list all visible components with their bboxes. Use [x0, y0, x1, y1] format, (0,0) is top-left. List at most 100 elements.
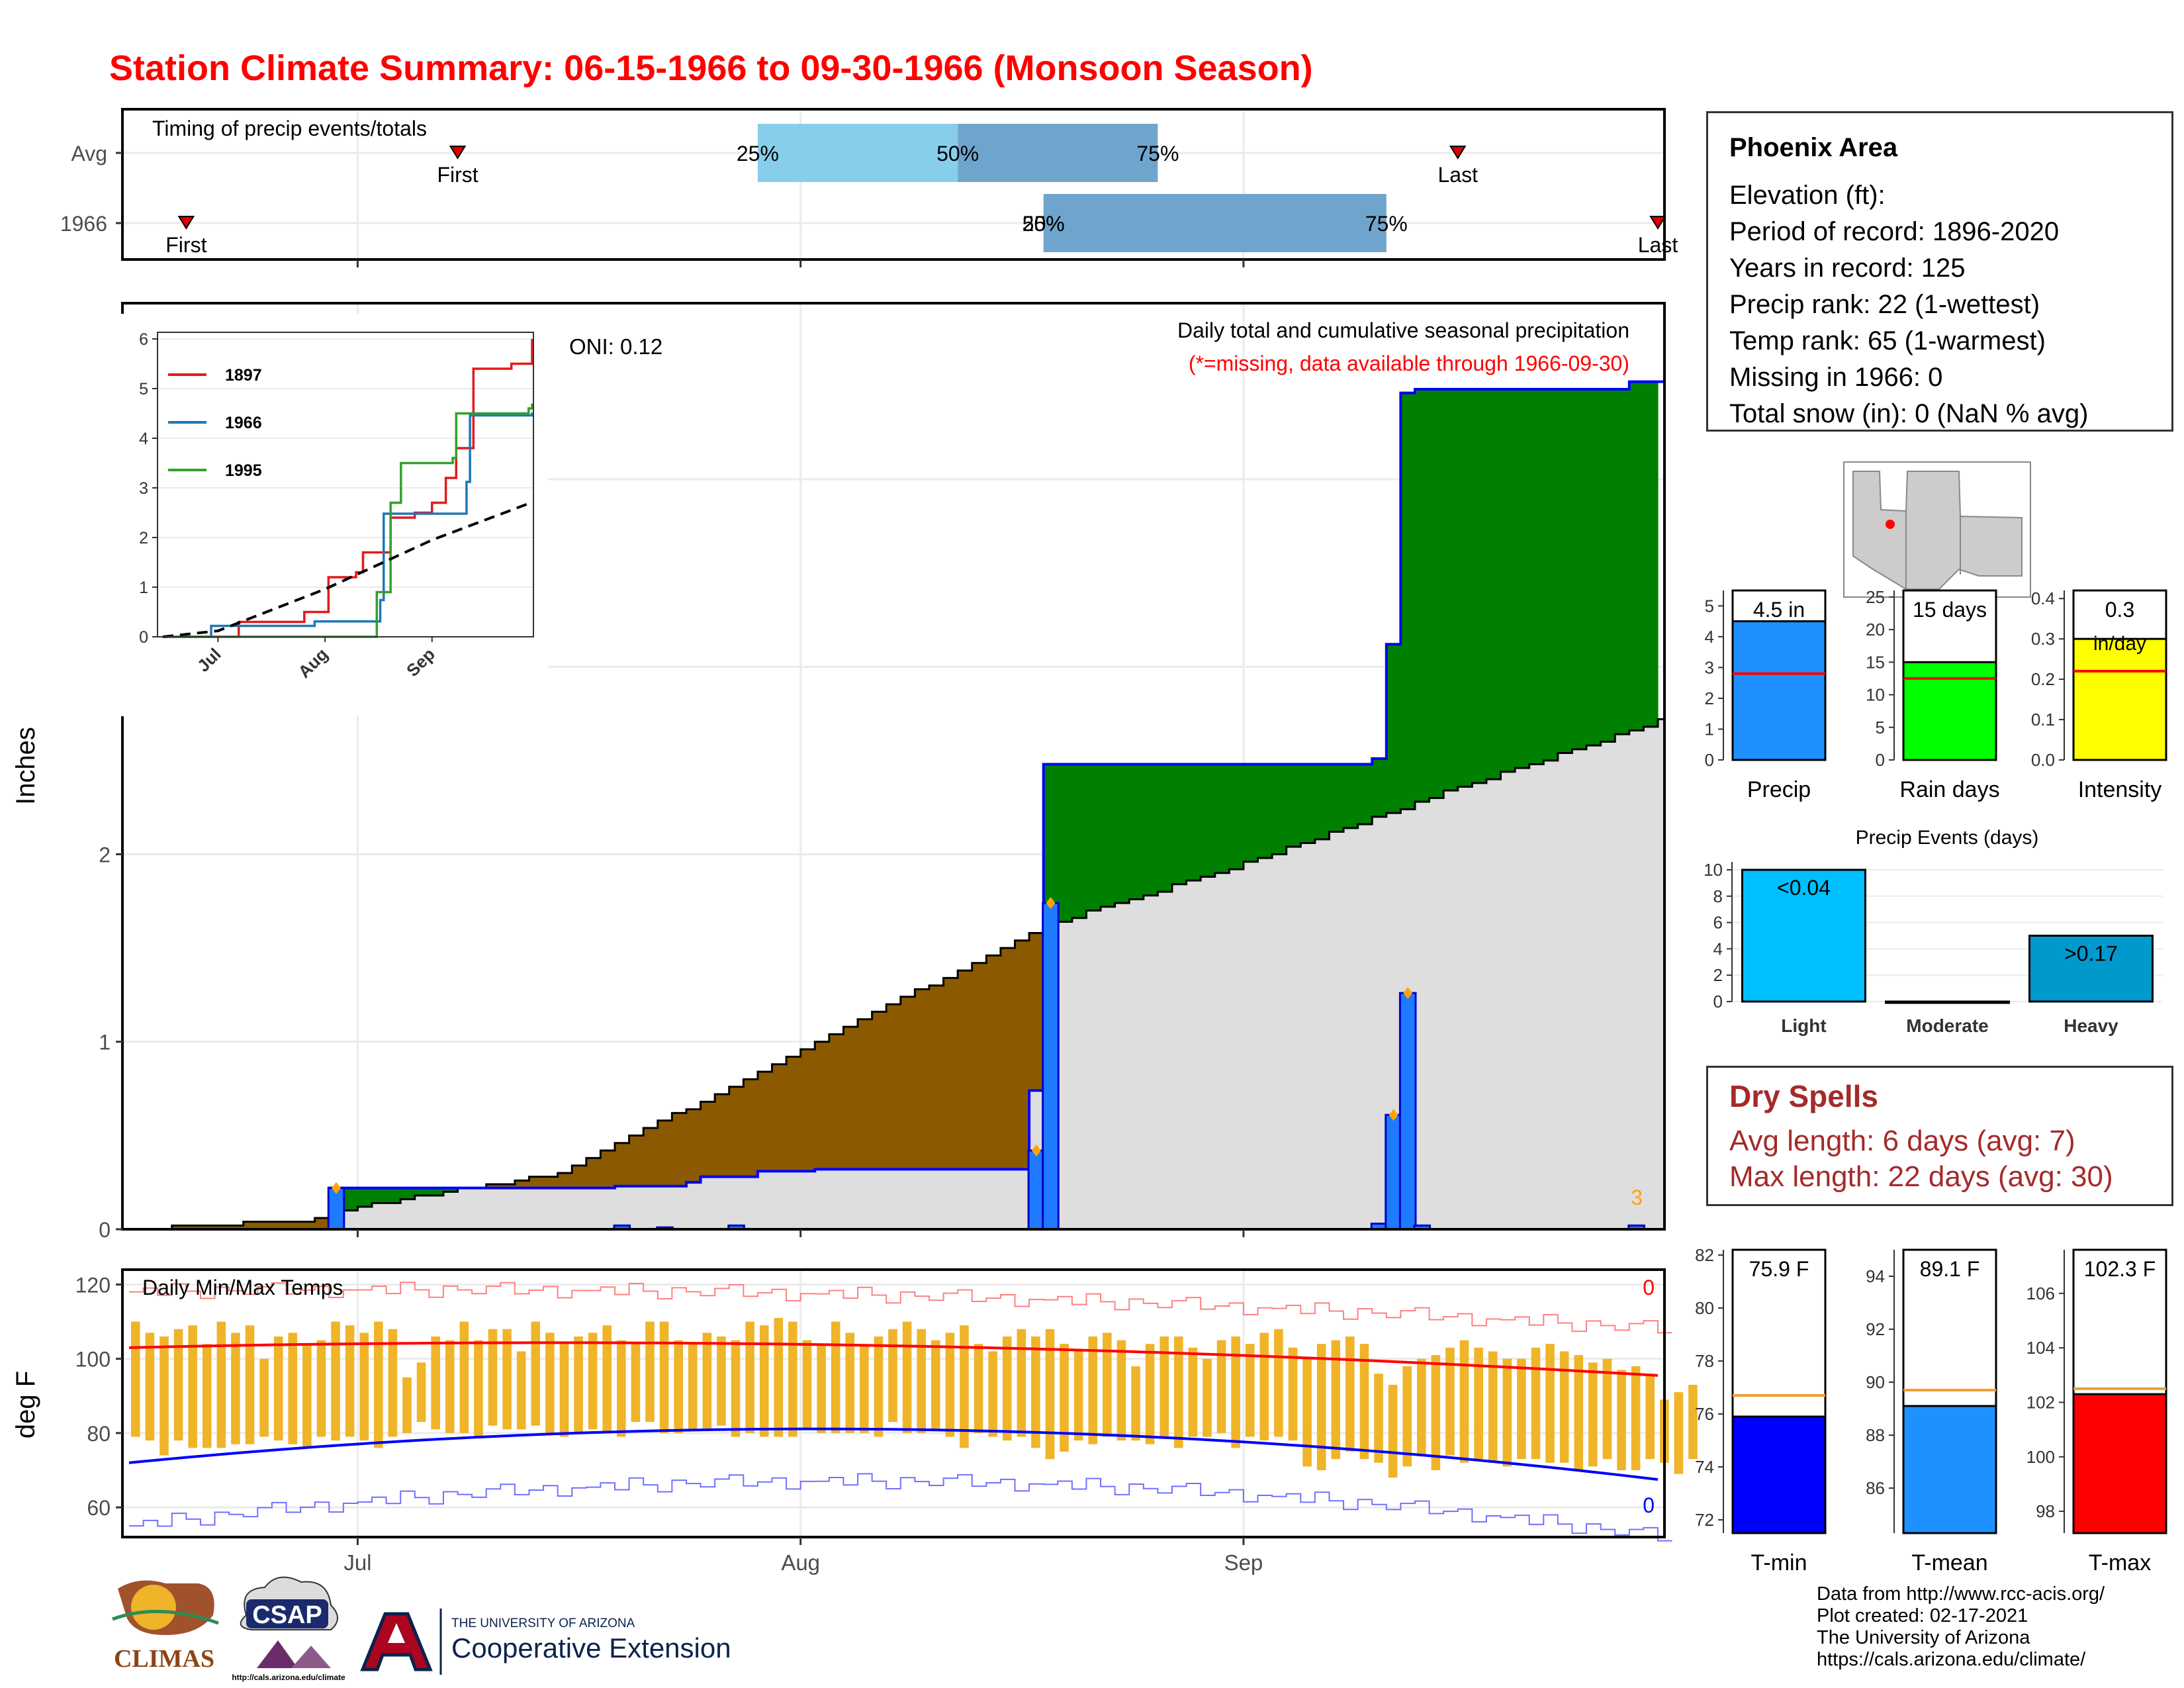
deficit-fill: [886, 1004, 901, 1170]
dry-spells-max: Max length: 22 days (avg: 30): [1729, 1160, 2113, 1193]
temp-max-count: 0: [1643, 1276, 1655, 1299]
precip-summary-value-label: 4.5 in: [1753, 598, 1805, 622]
daily-temp-range-bar: [617, 1340, 626, 1437]
daily-temp-range-bar: [888, 1329, 897, 1423]
inset-legend-label: 1966: [225, 414, 262, 432]
daily-temp-range-bar: [1216, 1340, 1226, 1433]
daily-temp-range-bar: [1359, 1344, 1369, 1460]
deficit-fill: [286, 1221, 301, 1229]
deficit-fill: [843, 1027, 858, 1170]
deficit-fill: [815, 1041, 830, 1170]
daily-temp-range-bar: [602, 1325, 612, 1433]
raindays-summary-tick-label: 0: [1876, 750, 1885, 770]
daily-temp-range-bar: [1559, 1351, 1569, 1463]
surplus-fill: [1343, 764, 1359, 828]
deficit-fill: [743, 1079, 758, 1177]
precip-summary-bar: [1731, 620, 1827, 761]
daily-temp-range-bar: [216, 1321, 226, 1448]
inset-series-1995: [163, 403, 533, 638]
climas-logo-arc: [112, 1609, 219, 1625]
main-y-axis-label: Inches: [11, 727, 40, 805]
daily-precip-bar: [1385, 1113, 1402, 1231]
temp-x-tick-label: Jul: [343, 1550, 371, 1575]
tmin-summary-tick-label: 76: [1695, 1404, 1714, 1424]
deficit-fill: [543, 1176, 559, 1188]
daily-temp-range-bar: [1431, 1355, 1441, 1470]
deficit-fill: [572, 1165, 587, 1188]
daily-temp-range-bar: [345, 1325, 355, 1437]
main-y-tick-label: 0: [99, 1218, 111, 1242]
deficit-fill: [986, 955, 1001, 1170]
daily-temp-range-bar: [1302, 1358, 1312, 1467]
daily-temp-range-bar: [1188, 1347, 1198, 1437]
surplus-fill: [1357, 764, 1373, 825]
tmax-summary-tick-label: 98: [2036, 1501, 2055, 1521]
daily-temp-range-bar: [1017, 1329, 1026, 1437]
daily-temp-range-bar: [645, 1321, 655, 1423]
deficit-fill: [900, 996, 915, 1170]
deficit-fill: [715, 1094, 730, 1177]
deficit-fill: [229, 1225, 244, 1229]
daily-temp-range-bar: [502, 1329, 512, 1430]
daily-temp-range-bar: [231, 1333, 240, 1444]
surplus-fill: [343, 1188, 359, 1211]
temp-y-tick-label: 60: [87, 1496, 111, 1520]
daily-temp-range-bar: [245, 1325, 255, 1444]
deficit-fill: [858, 1019, 873, 1170]
surplus-fill: [1643, 381, 1659, 727]
daily-temp-range-bar: [817, 1344, 826, 1433]
tmean-summary-tick-label: 94: [1866, 1266, 1885, 1286]
daily-precip-bar: [1398, 992, 1417, 1231]
cumulative-1966-line: [129, 380, 1664, 1231]
daily-temp-range-bar: [1345, 1336, 1355, 1452]
daily-temp-range-bar: [945, 1333, 955, 1437]
climas-logo-sun: [131, 1585, 176, 1630]
tmin-summary-tick-label: 74: [1695, 1457, 1714, 1477]
main-y-tick-label: 2: [99, 843, 111, 867]
deficit-fill: [1029, 933, 1044, 1091]
timing-last-label: Last: [1638, 233, 1678, 257]
daily-max-marker: [332, 1182, 341, 1194]
surplus-fill: [1058, 764, 1073, 922]
inset-normal-line: [162, 500, 533, 638]
timing-p75-label: 75%: [1136, 142, 1179, 165]
surplus-fill: [1543, 389, 1559, 761]
surplus-fill: [1214, 764, 1230, 873]
station-info-line: Period of record: 1896-2020: [1729, 217, 2060, 246]
deficit-fill: [214, 1225, 230, 1229]
tmax-summary-value-label: 102.3 F: [2084, 1257, 2156, 1281]
timing-last-label: Last: [1438, 163, 1479, 187]
daily-precip-bar: [1042, 902, 1060, 1231]
daily-temp-range-bar: [745, 1321, 754, 1433]
surplus-fill: [1457, 389, 1473, 787]
daily-temp-range-bar: [1674, 1392, 1684, 1474]
precip-events-bar: [1885, 1000, 2010, 1004]
precip-summary-tick-label: 3: [1705, 657, 1714, 677]
daily-temp-range-bar: [1045, 1329, 1055, 1460]
daily-temp-range-bar: [1060, 1344, 1069, 1452]
intensity-summary-tick-label: 0.0: [2031, 750, 2055, 770]
daily-temp-range-bar: [331, 1321, 340, 1441]
daily-temp-range-bar: [759, 1325, 769, 1437]
temp-y-tick-label: 120: [75, 1273, 111, 1297]
credit-line: https://cals.arizona.edu/climate/: [1817, 1649, 2086, 1670]
daily-temp-range-bar: [474, 1340, 483, 1437]
intensity-summary-x-label: Intensity: [2078, 777, 2162, 802]
main-corner-count: 3: [1631, 1186, 1643, 1209]
daily-temp-range-bar: [659, 1321, 669, 1433]
climas-logo-text: CLIMAS: [114, 1645, 214, 1673]
timing-p50-label: 50%: [1023, 212, 1065, 236]
daily-temp-range-bar: [1002, 1336, 1012, 1441]
deficit-fill: [586, 1158, 602, 1188]
inset-y-tick-label: 4: [139, 430, 148, 448]
daily-temp-range-bar: [674, 1340, 683, 1433]
temp-panel-label: Daily Min/Max Temps: [142, 1276, 343, 1299]
precip-summary-tick-label: 2: [1705, 688, 1714, 708]
daily-temp-range-bar: [1474, 1347, 1483, 1460]
deficit-fill: [1000, 948, 1016, 1170]
deficit-fill: [257, 1221, 273, 1229]
daily-temp-range-bar: [1531, 1347, 1541, 1460]
page-title: Station Climate Summary: 06-15-1966 to 0…: [109, 48, 1313, 88]
daily-temp-range-bar: [445, 1340, 455, 1433]
